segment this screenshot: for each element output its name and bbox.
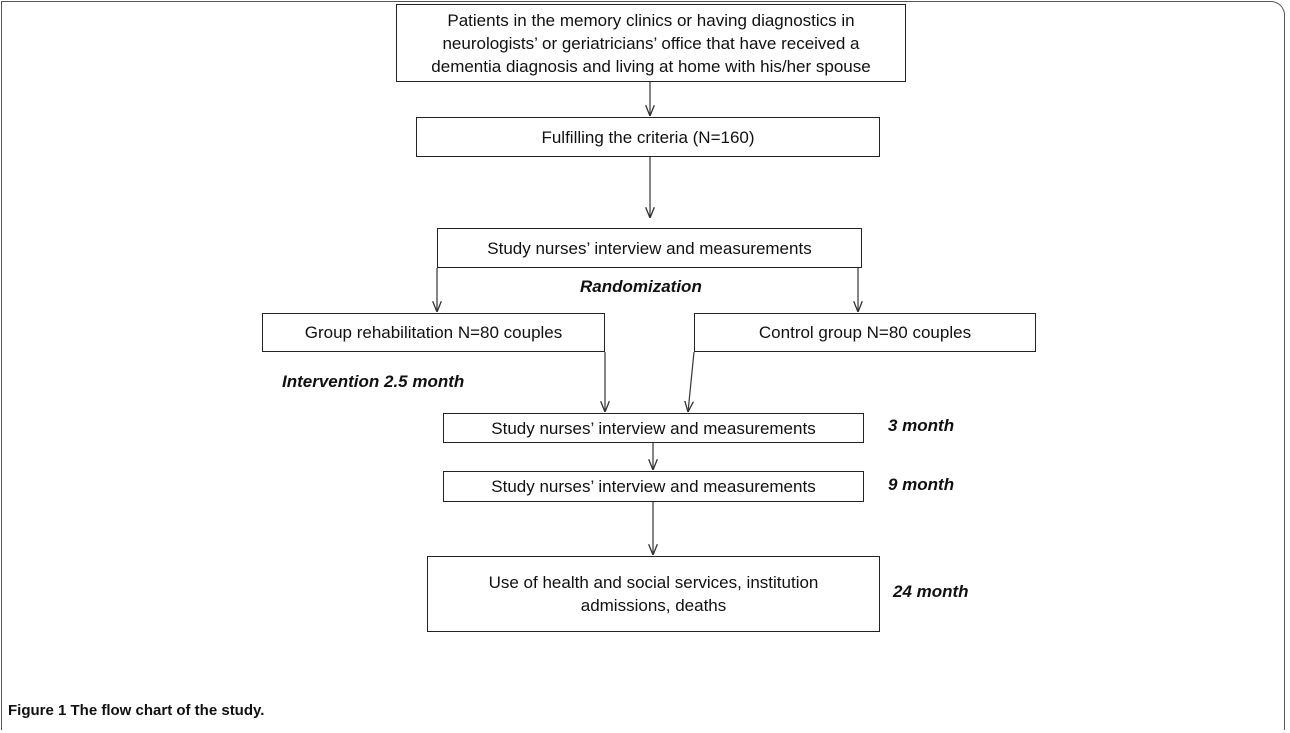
note: Intervention 2.5 month — [282, 372, 465, 391]
note: Randomization — [580, 277, 702, 296]
node-text: neurologists’ or geriatricians’ office t… — [442, 33, 860, 53]
node: Patients in the memory clinics or having… — [396, 4, 906, 82]
node-text: Study nurses’ interview and measurements — [487, 238, 812, 258]
node: Fulfilling the criteria (N=160) — [416, 117, 880, 157]
node-text: Group rehabilitation N=80 couples — [304, 323, 563, 342]
node-text: Study nurses’ interview and measurements — [491, 418, 816, 438]
node: Study nurses’ interview and measurements — [443, 413, 864, 443]
node: Study nurses’ interview and measurements — [443, 471, 864, 502]
node-text: Fulfilling the criteria (N=160) — [541, 127, 755, 147]
node-text: Control group N=80 couples — [758, 323, 972, 342]
note: 9 month — [888, 475, 955, 494]
caption: Figure 1 The flow chart of the study. — [8, 702, 265, 719]
note: 3 month — [888, 416, 955, 435]
arrow — [688, 351, 695, 412]
node-text: Use of health and social services, insti… — [488, 573, 819, 592]
node: Study nurses’ interview and measurements — [437, 228, 862, 268]
node-text: Study nurses’ interview and measurements — [491, 477, 816, 496]
node-text: Patients in the memory clinics or having… — [447, 10, 855, 30]
node: Use of health and social services, insti… — [427, 556, 880, 632]
note: 24 month — [893, 582, 969, 601]
node-text: admissions, deaths — [580, 596, 727, 615]
node-text: dementia diagnosis and living at home wi… — [431, 56, 871, 76]
node: Group rehabilitation N=80 couples — [262, 313, 605, 352]
node: Control group N=80 couples — [694, 313, 1036, 352]
